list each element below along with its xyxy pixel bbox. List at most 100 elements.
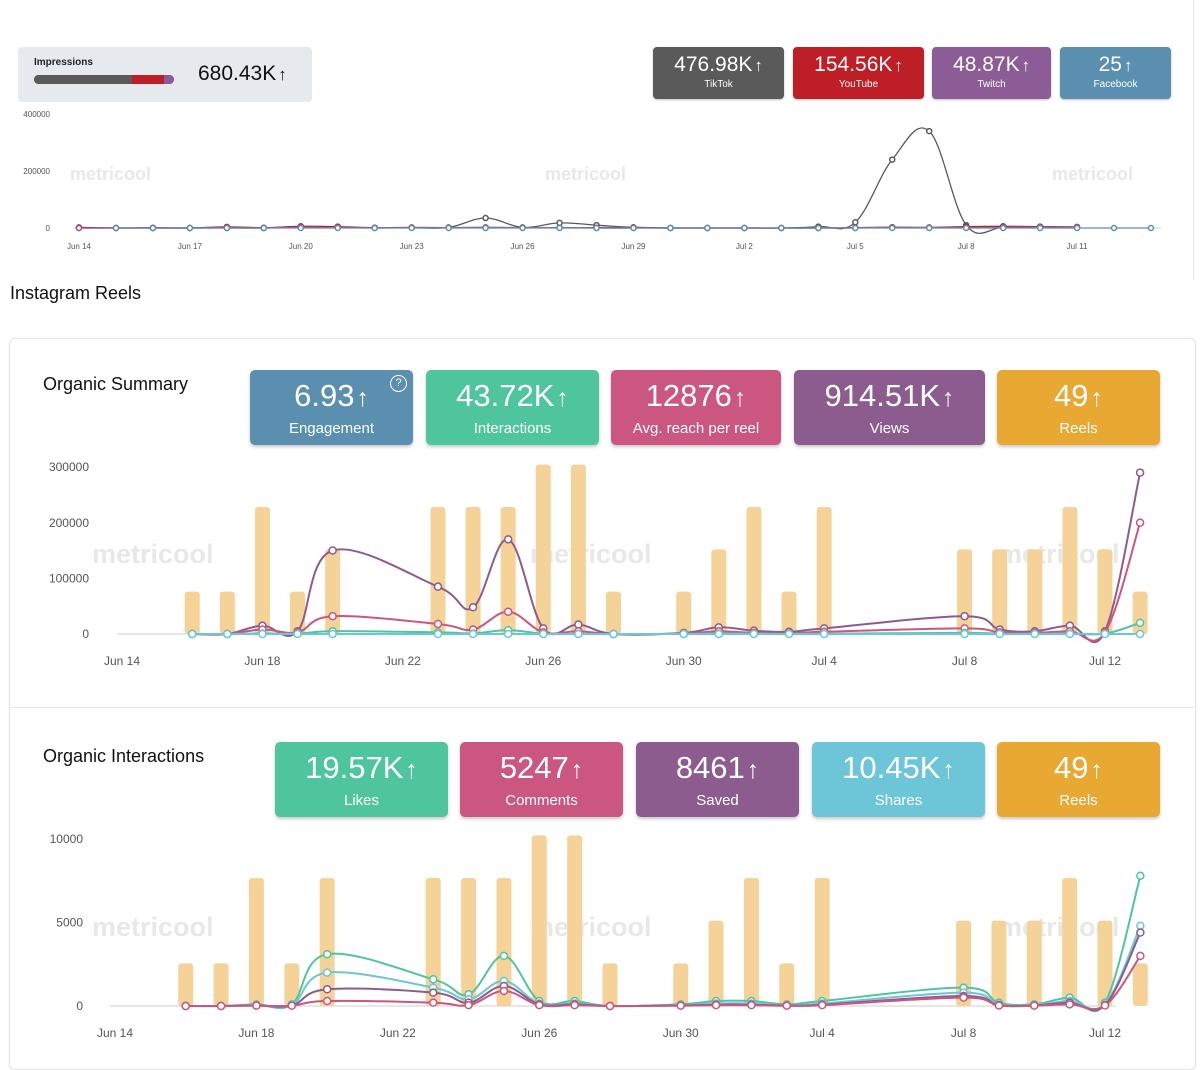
data-point — [334, 224, 342, 232]
kpi-number: 48.87K — [953, 53, 1020, 76]
impressions-bar-tiktok — [34, 75, 132, 84]
interactions-saved-card[interactable]: 8461↑ Saved — [636, 742, 799, 817]
bar — [284, 963, 300, 1006]
data-point — [925, 224, 933, 232]
x-tick-label: Jul 2 — [736, 242, 753, 251]
interactions-likes-card[interactable]: 19.57K↑ Likes — [275, 742, 448, 817]
bar — [743, 878, 759, 1006]
data-point — [216, 1001, 226, 1011]
data-point — [428, 988, 438, 997]
data-point — [817, 1000, 827, 1010]
y-tick-label: 0 — [82, 627, 89, 641]
bar — [708, 920, 724, 1006]
bar — [746, 507, 762, 634]
data-point — [1036, 224, 1044, 232]
data-point — [297, 224, 305, 232]
data-point — [260, 224, 268, 232]
data-point — [322, 949, 332, 959]
summary-views-card[interactable]: 914.51K↑ Views — [794, 370, 985, 445]
data-point — [747, 1000, 756, 1010]
x-tick-label: Jul 5 — [847, 242, 864, 251]
network-twitch-card[interactable]: 48.87K ↑ Twitch — [932, 47, 1051, 99]
impressions-bar-twitch — [164, 75, 174, 84]
data-point — [503, 535, 513, 544]
x-tick-label: Jul 4 — [811, 654, 837, 668]
bar — [814, 878, 830, 1006]
kpi-label: Engagement — [288, 420, 375, 437]
data-point — [186, 224, 194, 232]
y-tick-label: 300000 — [49, 460, 89, 474]
kpi-label: Avg. reach per reel — [632, 420, 760, 437]
network-youtube-card[interactable]: 154.56K ↑ YouTube — [793, 47, 924, 99]
y-tick-label: 0 — [46, 224, 51, 233]
interactions-reels-card[interactable]: 49↑ Reels — [997, 742, 1160, 817]
data-point — [999, 224, 1007, 232]
help-icon[interactable]: ? — [390, 375, 407, 392]
data-point — [574, 629, 583, 639]
interactions-comments-card[interactable]: 5247↑ Comments — [460, 742, 623, 817]
data-point — [328, 611, 337, 621]
data-point — [223, 224, 231, 232]
x-tick-label: Jul 11 — [1067, 242, 1088, 251]
x-tick-label: Jun 14 — [67, 242, 92, 251]
data-point — [503, 607, 513, 616]
series-line-comments — [185, 955, 1142, 1010]
y-tick-label: 100000 — [49, 572, 89, 586]
kpi-label: Saved — [696, 792, 739, 809]
summary-avg-reach-per-reel-card[interactable]: 12876↑ Avg. reach per reel — [611, 370, 781, 445]
x-tick-label: Jun 22 — [380, 1026, 416, 1040]
kpi-number: 5247 — [499, 750, 569, 785]
bar — [992, 549, 1008, 634]
data-point — [322, 968, 332, 977]
kpi-number: 476.98K — [674, 53, 753, 76]
data-point — [609, 629, 618, 639]
network-tiktok-card[interactable]: 476.98K ↑ TikTok — [653, 47, 784, 99]
data-point — [782, 1001, 792, 1010]
bar — [184, 591, 200, 634]
kpi-label: Interactions — [473, 420, 552, 437]
data-point — [499, 986, 509, 996]
trend-up-icon: ↑ — [942, 757, 955, 784]
x-tick-label: Jun 18 — [238, 1026, 274, 1040]
kpi-label: YouTube — [838, 79, 879, 90]
data-point — [1100, 1001, 1110, 1010]
summary-engagement-card[interactable]: 6.93↑ Engagement? — [250, 370, 413, 445]
y-tick-label: 0 — [76, 999, 83, 1013]
x-tick-label: Jun 14 — [104, 654, 140, 668]
watermark-1: metricool — [545, 164, 626, 184]
data-point — [778, 224, 785, 232]
data-point — [784, 629, 794, 639]
interactions-shares-card[interactable]: 10.45K↑ Shares — [812, 742, 985, 817]
bar — [178, 963, 194, 1006]
bar — [496, 878, 512, 1006]
bar — [535, 464, 551, 634]
kpi-label: Shares — [874, 792, 923, 809]
bar — [248, 878, 264, 1006]
data-point — [815, 224, 822, 232]
data-point — [1135, 518, 1145, 527]
impressions-progress-bar — [34, 75, 174, 84]
trend-up-icon: ↑ — [754, 56, 763, 75]
data-point — [995, 629, 1004, 639]
bar — [991, 920, 1007, 1006]
data-point — [925, 127, 933, 135]
trend-up-icon: ↑ — [570, 757, 584, 784]
data-point — [535, 1000, 544, 1010]
y-tick-label: 10000 — [50, 832, 84, 846]
bar — [1062, 878, 1078, 1006]
x-tick-label: Jun 17 — [178, 242, 203, 251]
summary-reels-card[interactable]: 49↑ Reels — [997, 370, 1160, 445]
organic-interactions-title: Organic Interactions — [43, 746, 205, 766]
x-tick-label: Jul 12 — [1089, 654, 1121, 668]
data-point — [223, 629, 232, 639]
bar — [779, 963, 795, 1006]
network-facebook-card[interactable]: 25 ↑ Facebook — [1060, 47, 1171, 99]
data-point — [994, 1001, 1004, 1010]
data-point — [593, 224, 600, 232]
kpi-number: 12876 — [645, 378, 732, 413]
summary-interactions-card[interactable]: 43.72K↑ Interactions — [426, 370, 599, 445]
data-point — [819, 629, 829, 639]
data-point — [1136, 951, 1145, 961]
data-point — [704, 224, 711, 232]
x-tick-label: Jul 8 — [958, 242, 975, 251]
